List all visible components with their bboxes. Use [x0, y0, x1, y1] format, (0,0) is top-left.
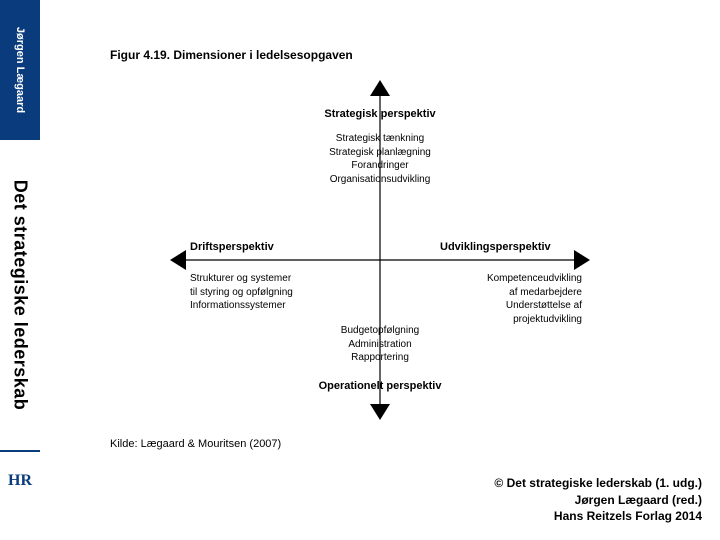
- axis-label-top: Strategisk perspektiv: [280, 108, 480, 120]
- axis-item: Rapportering: [290, 351, 470, 365]
- axis-item: Strategisk tænkning: [290, 132, 470, 146]
- publisher-logo: HR: [8, 472, 32, 490]
- axis-item: til styring og opfølgning: [190, 286, 293, 300]
- axis-label-bottom: Operationelt perspektiv: [280, 380, 480, 392]
- axis-item: Organisationsudvikling: [290, 173, 470, 187]
- axis-item: af medarbejdere: [432, 286, 582, 300]
- axis-item: Strukturer og systemer: [190, 272, 293, 286]
- page: Jørgen Lægaard Det strategiske lederskab…: [0, 0, 720, 540]
- footer-line3: Hans Reitzels Forlag 2014: [494, 508, 702, 524]
- axis-item: Strategisk planlægning: [290, 146, 470, 160]
- axis-item: Understøttelse af: [432, 299, 582, 313]
- sidebar-bottom: HR: [0, 450, 40, 540]
- axis-label-right: Udviklingsperspektiv: [440, 241, 551, 253]
- axis-item: Budgetopfølgning: [290, 324, 470, 338]
- axis-items-left: Strukturer og systemertil styring og opf…: [190, 272, 293, 313]
- content: Figur 4.19. Dimensioner i ledelsesopgave…: [40, 0, 720, 540]
- sidebar-mid: Det strategiske lederskab: [0, 140, 40, 450]
- sidebar-book-title: Det strategiske lederskab: [10, 180, 31, 411]
- sidebar: Jørgen Lægaard Det strategiske lederskab…: [0, 0, 40, 540]
- axis-items-bottom: BudgetopfølgningAdministrationRapporteri…: [290, 324, 470, 365]
- axis-item: Kompetenceudvikling: [432, 272, 582, 286]
- footer-line1: © Det strategiske lederskab (1. udg.): [494, 475, 702, 491]
- figure-source: Kilde: Lægaard & Mouritsen (2007): [110, 438, 281, 450]
- page-number: 14: [689, 509, 702, 523]
- axis-items-top: Strategisk tænkningStrategisk planlægnin…: [290, 132, 470, 186]
- sidebar-top: Jørgen Lægaard: [0, 0, 40, 140]
- axis-label-left: Driftsperspektiv: [190, 241, 274, 253]
- axis-items-right: Kompetenceudviklingaf medarbejdereUnders…: [432, 272, 582, 326]
- footer-line3-prefix: Hans Reitzels Forlag 20: [554, 509, 689, 523]
- footer: © Det strategiske lederskab (1. udg.) Jø…: [494, 475, 702, 524]
- axis-item: Informationssystemer: [190, 299, 293, 313]
- sidebar-author: Jørgen Lægaard: [14, 27, 26, 113]
- axis-item: Forandringer: [290, 159, 470, 173]
- cross-axis-diagram: Strategisk perspektiv Strategisk tænknin…: [40, 0, 720, 540]
- axis-item: projektudvikling: [432, 313, 582, 327]
- axis-item: Administration: [290, 338, 470, 352]
- footer-line2: Jørgen Lægaard (red.): [494, 492, 702, 508]
